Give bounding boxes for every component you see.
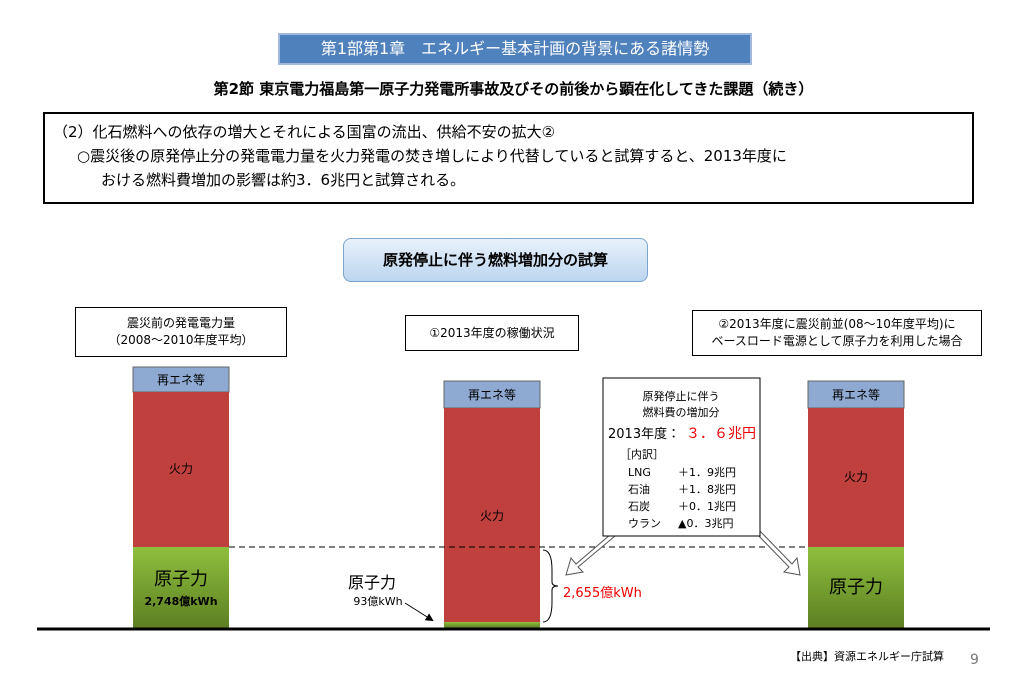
summary-box: （2）化石燃料への依存の増大とそれによる国富の流出、供給不安の拡大② ○震災後の…: [43, 112, 974, 204]
label-line: （2008～2010年度平均）: [108, 333, 254, 347]
bar-1: 再エネ等 火力 原子力 2,748億kWh: [132, 366, 230, 628]
column-label: 震災前の発電電力量 （2008～2010年度平均）: [75, 307, 287, 357]
callout-title: 原発停止に伴う: [643, 389, 720, 403]
callout-year: 2013年度：: [608, 426, 680, 442]
page-number: 9: [970, 652, 979, 668]
summary-line: ○震災後の原発停止分の発電電力量を火力発電の焚き増しにより代替していると試算する…: [77, 147, 787, 165]
callout-total: ３．６兆円: [686, 426, 756, 442]
column-label: ②2013年度に震災前並(08～10年度平均)に ベースロード電源として原子力を…: [692, 310, 982, 356]
item-fuel: LNG: [628, 466, 651, 479]
segment-label: 火力: [844, 470, 868, 484]
item-amount: ＋1．9兆円: [678, 466, 736, 479]
label-line: 震災前の発電電力量: [126, 316, 235, 330]
amount-label: 2,748億kWh: [144, 594, 217, 608]
segment-label: 原子力: [829, 577, 883, 598]
segment-label: 火力: [169, 462, 193, 476]
segment-label: 原子力: [154, 569, 208, 590]
item-fuel: ウラン: [628, 517, 661, 530]
segment-label: 再エネ等: [157, 373, 205, 387]
summary-heading: （2）化石燃料への依存の増大とそれによる国富の流出、供給不安の拡大②: [53, 123, 556, 141]
amount-label: 93億kWh: [353, 595, 402, 608]
label-line: ベースロード電源として原子力を利用した場合: [711, 334, 963, 348]
item-amount: ＋0．1兆円: [678, 500, 736, 513]
bar-2: 再エネ等 火力 原子力 93億kWh: [348, 380, 541, 628]
diagram-title: 原発停止に伴う燃料増加分の試算: [343, 238, 648, 282]
bar-3: 再エネ等 火力 原子力: [807, 380, 905, 628]
callout-title: 燃料費の増加分: [643, 405, 720, 419]
source: 【出典】資源エネルギー庁試算: [790, 650, 944, 663]
label-line: ②2013年度に震災前並(08～10年度平均)に: [718, 317, 956, 331]
column-label: ①2013年度の稼働状況: [405, 315, 579, 351]
section-title: 第2節 東京電力福島第一原子力発電所事故及びその前後から顕在化してきた課題（続き…: [213, 80, 814, 98]
item-fuel: 石炭: [628, 499, 650, 513]
callout: 原発停止に伴う 燃料費の増加分 2013年度： ３．６兆円 ［内訳］ LNG ＋1…: [602, 377, 761, 537]
item-amount: ▲0．3兆円: [678, 517, 733, 530]
gap-label: 2,655億kWh: [563, 586, 642, 601]
summary-line: おける燃料費増加の影響は約3．6兆円と試算される。: [101, 171, 466, 189]
segment-label: 再エネ等: [832, 388, 880, 402]
item-fuel: 石油: [628, 482, 650, 496]
arrow: [753, 527, 801, 576]
item-amount: ＋1．8兆円: [678, 483, 736, 496]
arrow: [565, 527, 622, 576]
segment-label: 火力: [480, 509, 504, 523]
callout-breakdown: ［内訳］: [620, 447, 664, 461]
segment-label: 原子力: [348, 573, 396, 592]
label-line: ①2013年度の稼働状況: [429, 325, 555, 340]
segment-label: 再エネ等: [468, 388, 516, 402]
header-title: 第1部第1章 エネルギー基本計画の背景にある諸情勢: [278, 33, 752, 65]
brace: [542, 549, 559, 623]
